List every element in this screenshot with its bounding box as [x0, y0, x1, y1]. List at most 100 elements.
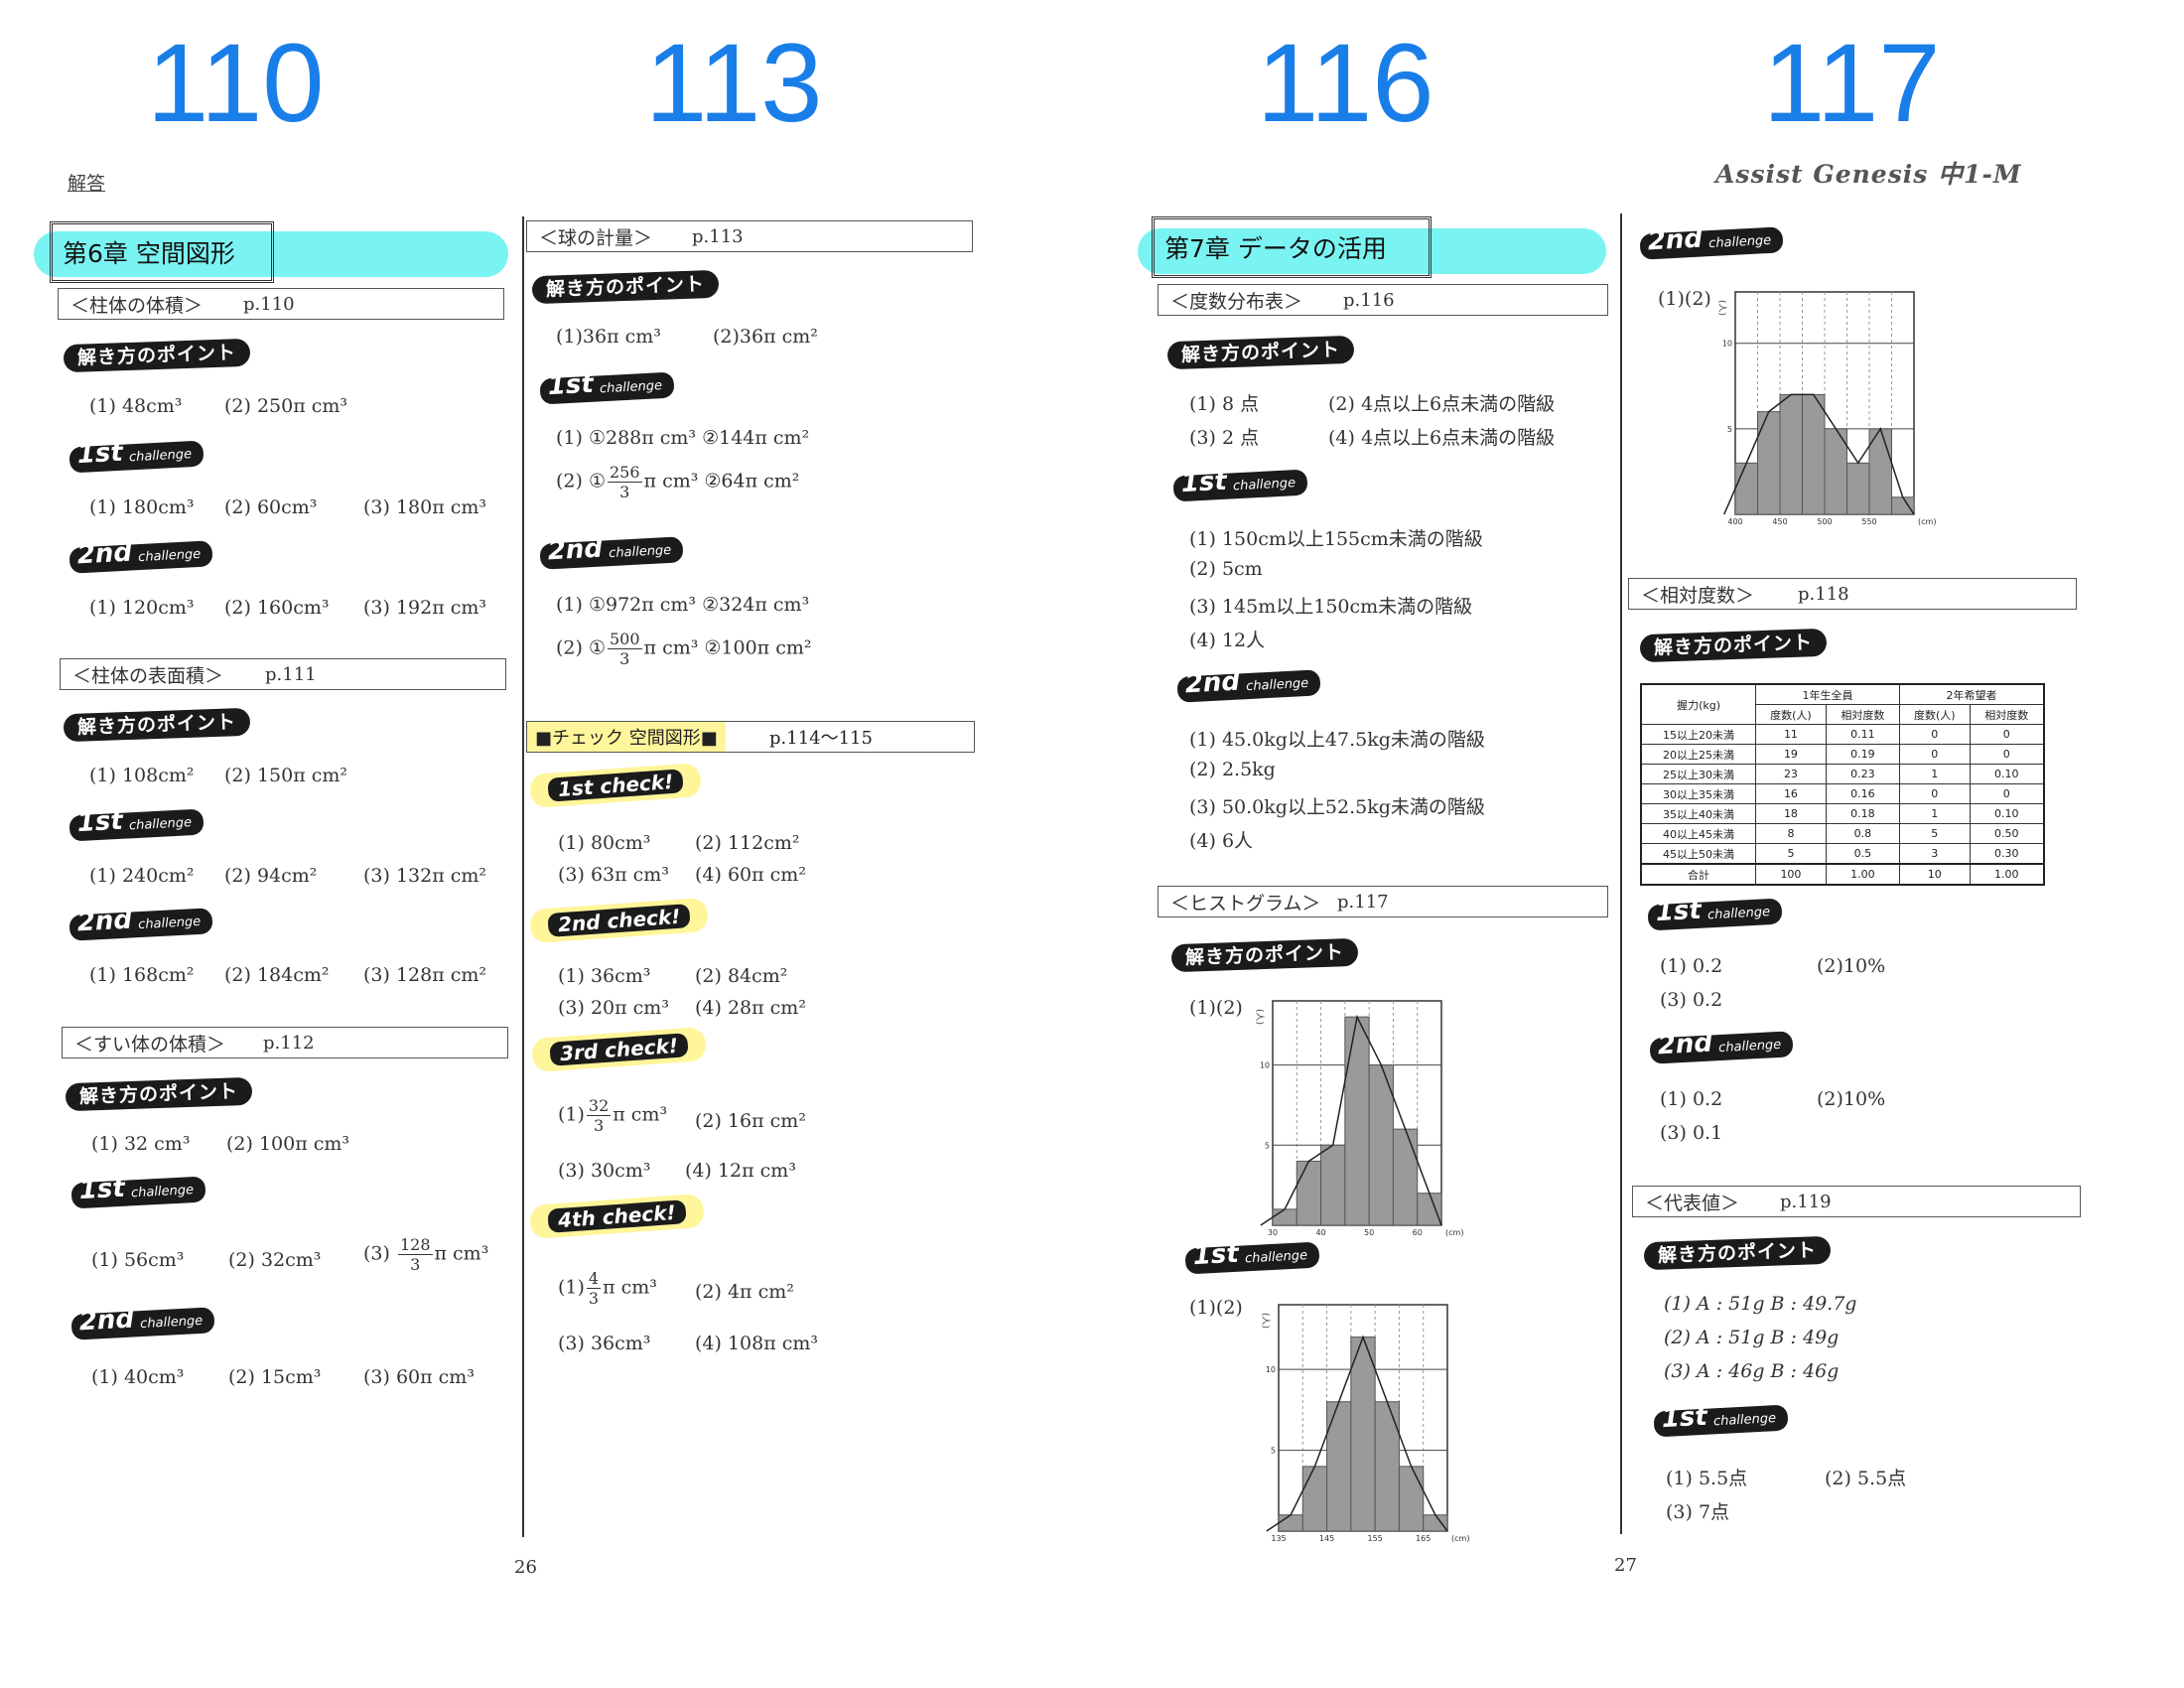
histogram-bar	[1398, 1466, 1425, 1532]
table-cell: 0	[1898, 724, 1971, 745]
answer: (3) 7点	[1666, 1501, 1730, 1523]
table-cell: 1.00	[1825, 863, 1900, 886]
x-unit-label: (cm)	[1445, 1228, 1463, 1237]
point-label: 解き方のポイント	[63, 707, 251, 743]
answer: (2) 32cm³	[228, 1249, 322, 1271]
table-cell: 0.19	[1825, 744, 1900, 765]
section-header: ＜ヒストグラム＞ p.117	[1158, 886, 1608, 917]
x-tick-label: 165	[1416, 1534, 1431, 1543]
check-section-header: ■チェック 空間図形■ p.114〜115	[526, 721, 975, 753]
y-tick-label: 10	[1260, 1061, 1270, 1070]
answer: (3) 180π cm³	[363, 496, 487, 518]
histogram-bar	[1278, 1514, 1303, 1532]
table-header: 1年生全員	[1755, 683, 1900, 705]
x-unit-label: (cm)	[1451, 1534, 1469, 1543]
y-tick-label: 5	[1727, 425, 1732, 434]
chart-label: (1)(2)	[1658, 288, 1711, 310]
y-unit-label: (人)	[1716, 300, 1727, 316]
table-cell: 8	[1755, 823, 1827, 844]
section-title: ＜球の計量＞	[539, 226, 653, 249]
page-number-113: 113	[645, 21, 823, 145]
table-row-label: 25以上30未満	[1640, 764, 1757, 784]
y-unit-label: (人)	[1260, 1313, 1271, 1329]
first-challenge-badge: 1st challenge	[70, 1174, 206, 1209]
x-tick-label: 30	[1268, 1228, 1278, 1237]
answer: (1) 56cm³	[91, 1249, 185, 1271]
table-cell: 3	[1898, 843, 1971, 865]
chart-label: (1)(2)	[1189, 1297, 1243, 1319]
answer: (2) 184cm²	[224, 964, 330, 986]
answer: (1) 168cm²	[89, 964, 195, 986]
table-row-label: 15以上20未満	[1640, 724, 1757, 745]
table-cell: 0.5	[1825, 843, 1900, 865]
table-row-label: 45以上50未満	[1640, 843, 1757, 865]
second-challenge-badge: 2nd challenge	[1639, 223, 1784, 260]
table-cell: 19	[1755, 744, 1827, 765]
table-cell: 0.18	[1825, 803, 1900, 824]
section-title: ＜柱体の表面積＞	[72, 664, 224, 687]
column-divider	[1620, 213, 1622, 1534]
table-cell: 0	[1969, 783, 2045, 804]
section-header: ＜柱体の表面積＞ p.111	[60, 658, 506, 690]
x-tick-label: 60	[1413, 1228, 1423, 1237]
answer: (3) 0.1	[1660, 1122, 1723, 1144]
answer: (1) A : 51g B : 49.7g	[1664, 1293, 1857, 1315]
answers-label: 解答	[68, 173, 106, 195]
answer: (3) 20π cm³	[558, 997, 669, 1019]
answer: (2) 15cm³	[228, 1366, 322, 1388]
chart-label: (1)(2)	[1189, 997, 1243, 1019]
page-number-117: 117	[1763, 21, 1941, 145]
histogram-bar	[1296, 1160, 1322, 1226]
section-title: ＜柱体の体積＞	[70, 294, 204, 317]
table-cell: 0.10	[1969, 764, 2045, 784]
x-tick-label: 40	[1315, 1228, 1325, 1237]
table-row-label: 合計	[1640, 863, 1757, 886]
first-challenge-badge: 1st challenge	[68, 806, 205, 842]
brand-logo: Assist Genesis 中1-M	[1715, 160, 2022, 189]
footer-page-number: 26	[514, 1557, 537, 1578]
histogram-bar	[1779, 393, 1803, 515]
table-cell: 0.23	[1825, 764, 1900, 784]
section-header: ＜度数分布表＞ p.116	[1158, 284, 1608, 316]
answer-fraction: (1) 32 3 π cm³	[558, 1096, 668, 1135]
section-page: p.112	[263, 1032, 315, 1054]
answer: (1) 150cm以上155cm未満の階級	[1189, 528, 1483, 550]
histogram-bar	[1344, 1016, 1370, 1226]
first-challenge-badge: 1st challenge	[68, 438, 205, 474]
x-tick-label: 550	[1861, 517, 1876, 526]
section-title: ＜ヒストグラム＞	[1170, 892, 1321, 914]
answer-fraction: (1) 4 3 π cm³	[558, 1269, 657, 1308]
table-cell: 0	[1969, 724, 2045, 745]
y-tick-label: 10	[1722, 340, 1732, 349]
page-number-116: 116	[1257, 21, 1434, 145]
first-challenge-badge: 1st challenge	[1653, 1402, 1789, 1438]
x-tick-label: 135	[1271, 1534, 1286, 1543]
histogram-bar	[1320, 1144, 1346, 1226]
check-title: ■チェック 空間図形■	[527, 722, 726, 752]
first-challenge-badge: 1st challenge	[539, 369, 675, 405]
footer-page-number: 27	[1614, 1555, 1637, 1576]
answer: (1) 40cm³	[91, 1366, 185, 1388]
table-cell: 16	[1755, 783, 1827, 804]
answer: (2) 150π cm²	[224, 765, 348, 786]
answer: (3) 145m以上150cm未満の階級	[1189, 596, 1473, 618]
second-challenge-badge: 2nd challenge	[1176, 666, 1321, 703]
table-cell: 0	[1969, 744, 2045, 765]
answer: (4) 60π cm²	[695, 864, 806, 886]
answer: (2) 4π cm²	[695, 1281, 794, 1303]
table-header: 2年希望者	[1898, 683, 2045, 705]
answer: (1) 5.5点	[1666, 1468, 1748, 1489]
table-header: 握力(kg)	[1640, 683, 1757, 725]
table-cell: 5	[1755, 843, 1827, 865]
y-tick-label: 10	[1266, 1365, 1276, 1374]
histogram-bar	[1757, 411, 1781, 515]
second-challenge-badge: 2nd challenge	[68, 905, 213, 941]
answer: (1) 120cm³	[89, 597, 195, 619]
answer: (1) ①288π cm³ ②144π cm²	[556, 427, 810, 449]
chapter-title: 第6章 空間図形	[50, 221, 274, 283]
answer: (2) 84cm²	[695, 965, 788, 987]
frequency-polygon	[1266, 1335, 1448, 1532]
answer: (1) ①972π cm³ ②324π cm³	[556, 594, 810, 616]
table-cell: 100	[1755, 863, 1827, 886]
second-challenge-badge: 2nd challenge	[539, 533, 684, 570]
